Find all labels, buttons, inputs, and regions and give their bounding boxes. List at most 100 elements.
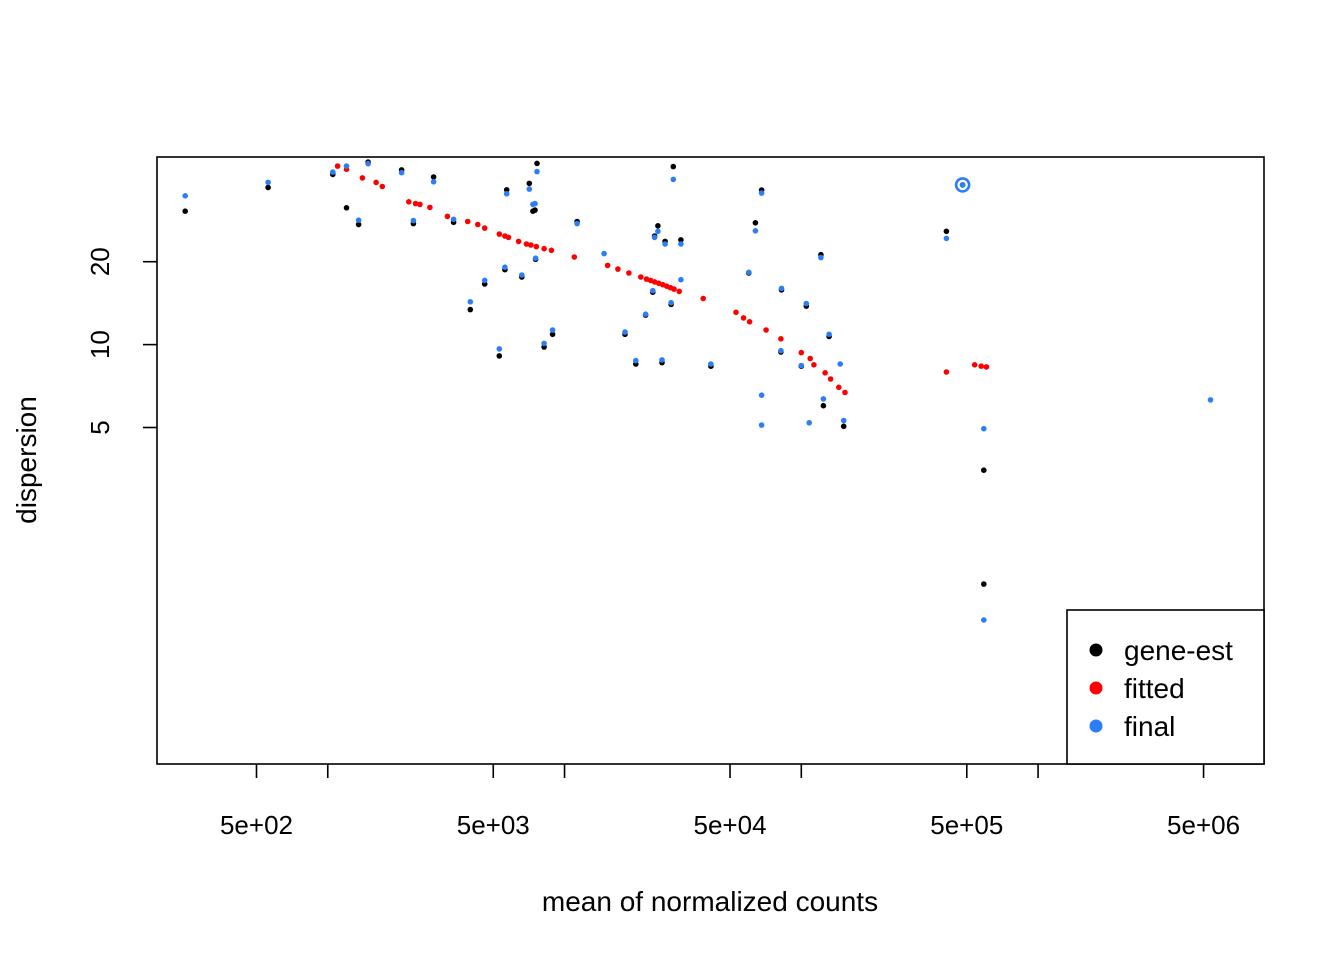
gene-est-point (840, 423, 847, 430)
fitted-point (373, 179, 379, 186)
final-point (574, 220, 580, 227)
fitted-point (811, 362, 817, 368)
final-point (532, 200, 538, 207)
gene-est-point (655, 223, 661, 229)
fitted-point (541, 245, 547, 252)
final-point (265, 179, 271, 186)
gene-est-point (182, 208, 188, 214)
fitted-point (505, 234, 512, 241)
final-point (668, 299, 674, 306)
fitted-point (822, 370, 828, 376)
final-point (758, 392, 765, 399)
final-point (526, 186, 533, 192)
gene-est-point (678, 237, 684, 243)
fitted-point (671, 286, 677, 292)
fitted-point (763, 327, 769, 333)
final-point (708, 361, 714, 367)
fitted-point (733, 309, 739, 316)
gene-est-point (981, 581, 987, 587)
fitted-point (496, 231, 503, 237)
gene-est-point (467, 306, 474, 313)
plot-frame (156, 156, 1265, 765)
final-point (467, 299, 474, 305)
gene-est-point (526, 180, 533, 187)
gene-est-point (265, 184, 271, 191)
final-point (820, 396, 827, 402)
legend-marker-gene-est (1089, 643, 1103, 657)
fitted-point (778, 336, 784, 342)
fitted-point (615, 266, 621, 272)
fitted-point (412, 200, 419, 207)
final-point (343, 163, 350, 169)
legend: gene-est fitted final (1066, 609, 1265, 765)
final-point (622, 329, 628, 335)
final-point (365, 160, 371, 167)
final-point (678, 241, 684, 247)
gene-est-point (343, 205, 350, 211)
final-point (330, 169, 336, 175)
final-point (642, 311, 649, 318)
final-point (633, 357, 639, 364)
final-point (670, 176, 677, 183)
final-point (355, 217, 362, 223)
fitted-point (836, 384, 842, 391)
final-point (746, 269, 752, 276)
final-point (752, 228, 759, 234)
points-layer (182, 159, 1214, 623)
x-tick-label: 5e+05 (930, 810, 1003, 840)
final-point (943, 235, 950, 242)
final-point (959, 182, 966, 188)
fitted-point (798, 349, 805, 356)
y-tick-label: 10 (85, 330, 115, 359)
final-point (430, 179, 437, 185)
fitted-point (971, 362, 978, 368)
final-point (981, 425, 987, 432)
fitted-point (533, 243, 540, 250)
final-point (837, 361, 843, 367)
fitted-point (626, 270, 632, 276)
final-point (496, 346, 503, 352)
final-point (549, 327, 556, 333)
final-point (758, 190, 765, 196)
x-tick-label: 5e+02 (220, 810, 293, 840)
fitted-point (740, 315, 747, 321)
final-point (798, 362, 805, 369)
final-point (981, 617, 987, 623)
final-point (778, 347, 784, 354)
final-point (840, 417, 847, 424)
gene-est-point (355, 221, 362, 228)
gene-est-point (943, 228, 950, 235)
fitted-point (983, 364, 990, 370)
final-point (503, 191, 510, 197)
fitted-point (807, 355, 813, 362)
fitted-point (359, 175, 366, 181)
x-axis: 5e+02 5e+03 5e+04 5e+05 5e+06 (220, 764, 1240, 840)
gene-est-point (430, 174, 437, 180)
fitted-point (746, 319, 753, 325)
final-point (662, 241, 668, 247)
x-axis-title: mean of normalized counts (542, 886, 878, 917)
gene-est-point (503, 187, 510, 193)
y-axis-title: dispersion (11, 396, 42, 524)
series-final (182, 160, 1214, 623)
gene-est-point (496, 353, 503, 359)
final-point (803, 300, 810, 307)
x-tick-label: 5e+03 (457, 810, 530, 840)
final-point (659, 357, 665, 363)
y-tick-label: 5 (85, 420, 115, 434)
legend-label-gene-est: gene-est (1124, 635, 1233, 666)
fitted-point (475, 221, 481, 228)
fitted-point (571, 254, 578, 260)
highlighted-point-ring (954, 177, 971, 193)
final-point (758, 422, 765, 428)
legend-marker-final (1089, 719, 1103, 733)
final-point (398, 169, 405, 176)
fitted-point (379, 183, 386, 190)
fitted-point (523, 241, 530, 247)
final-point (818, 254, 824, 261)
fitted-point (978, 363, 984, 370)
gene-est-point (534, 160, 540, 167)
y-tick-label: 20 (85, 247, 115, 276)
gene-est-point (981, 467, 987, 474)
